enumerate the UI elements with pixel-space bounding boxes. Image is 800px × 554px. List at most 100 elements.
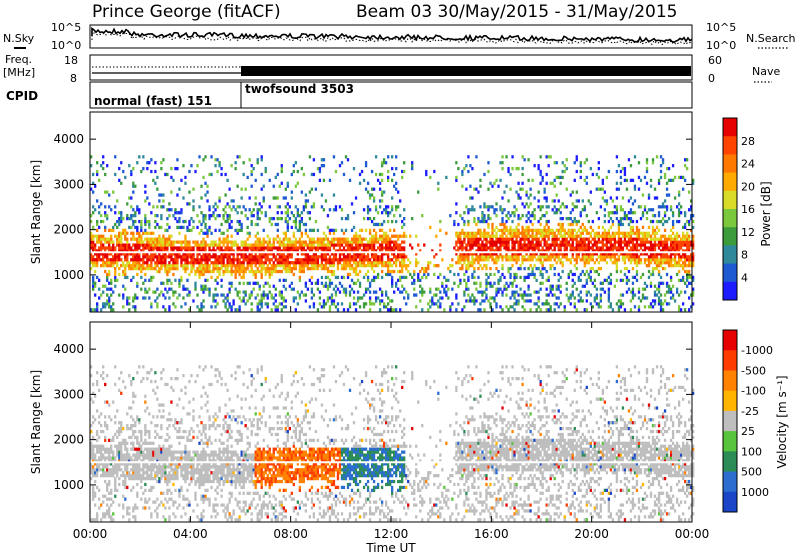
power-cell [128, 308, 131, 312]
power-cell [286, 181, 289, 185]
power-cell [611, 211, 615, 215]
power-cell [214, 249, 217, 253]
power-cell [669, 234, 673, 238]
power-cell [601, 196, 605, 200]
power-cell [284, 219, 287, 224]
power-cell [635, 278, 639, 282]
power-cell [631, 240, 635, 244]
power-cell [545, 255, 548, 259]
power-cell [206, 199, 209, 203]
power-cell [210, 214, 213, 218]
power-cell [519, 237, 522, 241]
power-cell [90, 214, 93, 218]
power-cell [465, 287, 468, 291]
power-cell [300, 243, 304, 247]
power-cell [553, 243, 556, 247]
power-cell [238, 308, 241, 312]
power-cell [597, 234, 600, 238]
power-cell [641, 193, 645, 197]
power-cell [100, 308, 103, 312]
power-cell [489, 237, 492, 241]
power-cell [380, 190, 384, 194]
power-cell [631, 252, 635, 256]
power-cell [687, 208, 691, 212]
power-cell [645, 161, 649, 165]
power-cell [186, 258, 189, 262]
power-cell [216, 269, 219, 274]
power-cell [238, 246, 241, 250]
power-cell [222, 255, 225, 259]
power-cell [683, 290, 687, 294]
power-cell [655, 155, 659, 159]
power-cell [655, 243, 659, 247]
power-cell [118, 222, 121, 227]
power-cell [336, 249, 340, 253]
power-cell [126, 261, 129, 265]
power-cell [605, 261, 609, 265]
power-cell [216, 255, 219, 259]
power-cell [154, 243, 157, 247]
power-cell [503, 246, 506, 250]
power-cell [687, 255, 691, 259]
power-cell [541, 175, 544, 180]
power-cell [535, 278, 538, 282]
power-cell [192, 240, 195, 244]
power-cell [94, 208, 97, 212]
power-cell [250, 219, 253, 224]
power-cell [521, 305, 524, 309]
power-cell [495, 202, 498, 206]
power-cell [204, 264, 207, 268]
power-cell [617, 299, 621, 303]
power-cell [645, 237, 649, 241]
power-cell [194, 261, 197, 265]
power-cell [673, 234, 677, 238]
power-cell [615, 240, 619, 244]
power-cell [573, 234, 576, 238]
power-cell [160, 225, 163, 230]
power-cell [609, 255, 613, 259]
power-cell [296, 246, 299, 250]
power-cell [457, 222, 460, 227]
power-cell [388, 249, 392, 253]
power-cell [441, 258, 444, 262]
power-cell [100, 264, 103, 268]
power-cell [629, 261, 633, 265]
power-cell [589, 190, 592, 194]
power-cell [94, 249, 97, 253]
power-cell [485, 243, 488, 247]
power-cell [653, 258, 657, 262]
power-cell [485, 264, 488, 268]
power-cell [208, 246, 211, 250]
power-cell [132, 252, 135, 256]
power-cell [278, 290, 281, 294]
power-cell [393, 228, 396, 232]
power-cell [501, 290, 504, 294]
power-cell [545, 172, 548, 177]
power-cell [240, 264, 243, 268]
power-cell [533, 246, 536, 250]
power-cell [557, 305, 560, 309]
power-cell [162, 249, 165, 253]
power-cell [372, 302, 376, 306]
power-cell [98, 252, 101, 256]
power-cell [382, 231, 386, 235]
power-cell [471, 208, 474, 212]
power-cell [388, 228, 392, 232]
power-cell [541, 252, 544, 256]
power-cell [128, 216, 131, 221]
power-cell [663, 266, 667, 271]
power-cell [110, 258, 113, 262]
power-cell [282, 299, 285, 303]
power-cell [593, 284, 596, 288]
power-cell [615, 231, 619, 235]
power-cell [469, 164, 472, 168]
power-cell [393, 290, 396, 294]
power-cell [461, 266, 464, 271]
power-cell [465, 187, 468, 191]
power-cell [156, 205, 159, 209]
power-cell [254, 222, 257, 227]
power-cell [274, 269, 277, 274]
power-cell [475, 243, 478, 247]
power-cell [491, 243, 494, 247]
power-cell [527, 284, 530, 288]
